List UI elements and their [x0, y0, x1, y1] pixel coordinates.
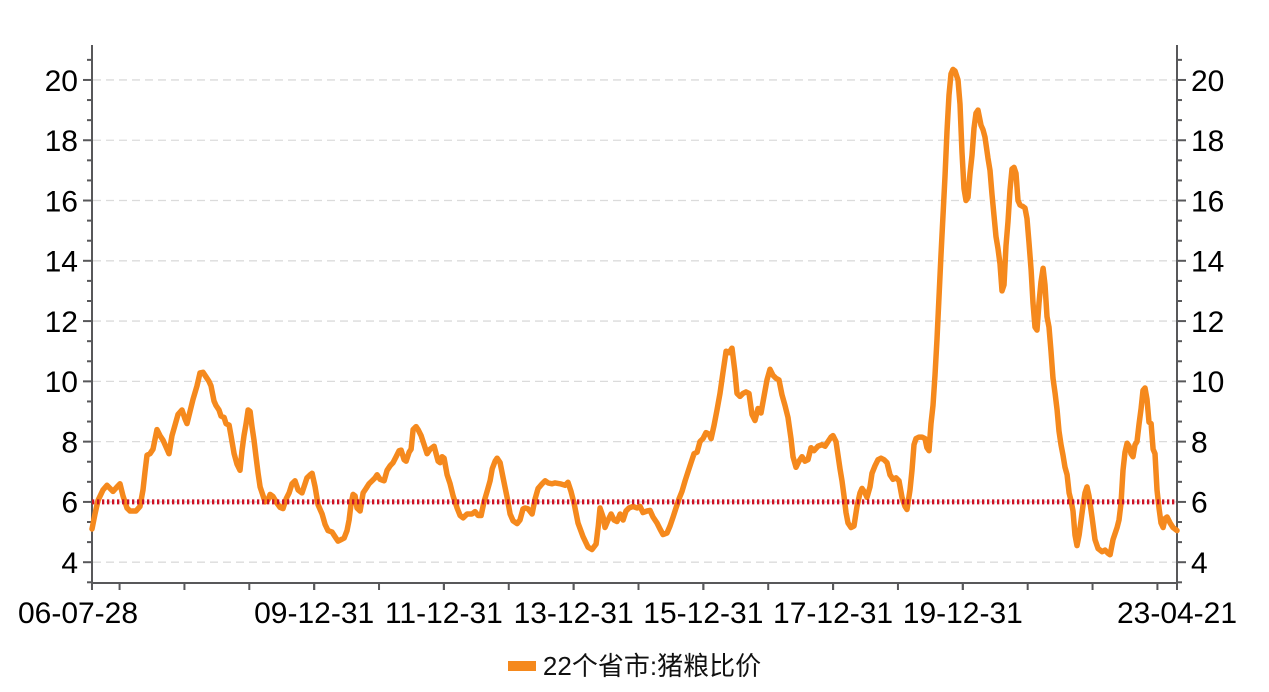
y-axis-labels: 4 4 6 6 8 8 10 10 12 12 14 14 16 16 18 18 20 20 [45, 65, 1225, 580]
y-axis-label-right: 16 [1191, 185, 1224, 218]
x-axis-label: 23-04-21 [1117, 597, 1237, 630]
y-axis-label-right: 18 [1191, 125, 1224, 158]
y-gridlines [93, 79, 1176, 563]
legend-label: 22个省市:猪粮比价 [542, 651, 762, 681]
y-axis-label-right: 10 [1191, 366, 1224, 399]
y-axis-label-left: 4 [61, 547, 78, 580]
x-axis-label: 13-12-31 [514, 597, 634, 630]
x-axis-label: 09-12-31 [254, 597, 374, 630]
y-axis-label-left: 12 [45, 306, 78, 339]
x-axis-label: 06-07-28 [18, 597, 138, 630]
y-axis-label-left: 16 [45, 185, 78, 218]
y-axis-label-right: 20 [1191, 65, 1224, 98]
y-axis-label-left: 14 [45, 246, 78, 279]
y-axis-label-right: 8 [1191, 426, 1208, 459]
y-axis-label-right: 12 [1191, 306, 1224, 339]
y-axis-label-right: 14 [1191, 246, 1224, 279]
y-axis-label-right: 6 [1191, 487, 1208, 520]
y-axis-label-left: 8 [61, 426, 78, 459]
legend-swatch-orange-line [507, 661, 536, 671]
y-axis-label-right: 4 [1191, 547, 1208, 580]
y-axis-label-left: 6 [61, 487, 78, 520]
series-line-pig-grain-ratio [89, 66, 1180, 558]
x-axis-label: 15-12-31 [643, 597, 763, 630]
x-axis-label: 19-12-31 [903, 597, 1023, 630]
y-axis-label-left: 20 [45, 65, 78, 98]
x-axis-label: 17-12-31 [773, 597, 893, 630]
y-axis-ticks [83, 58, 1186, 584]
chart-legend: 22个省市:猪粮比价 [0, 648, 1269, 684]
x-axis-labels: 06-07-28 09-12-31 11-12-31 13-12-31 15-12-31… [18, 597, 1237, 630]
y-axis-label-left: 18 [45, 125, 78, 158]
y-axis-label-left: 10 [45, 366, 78, 399]
x-axis-ticks [91, 583, 1178, 590]
x-axis-label: 11-12-31 [385, 597, 503, 630]
axes [91, 45, 1178, 584]
